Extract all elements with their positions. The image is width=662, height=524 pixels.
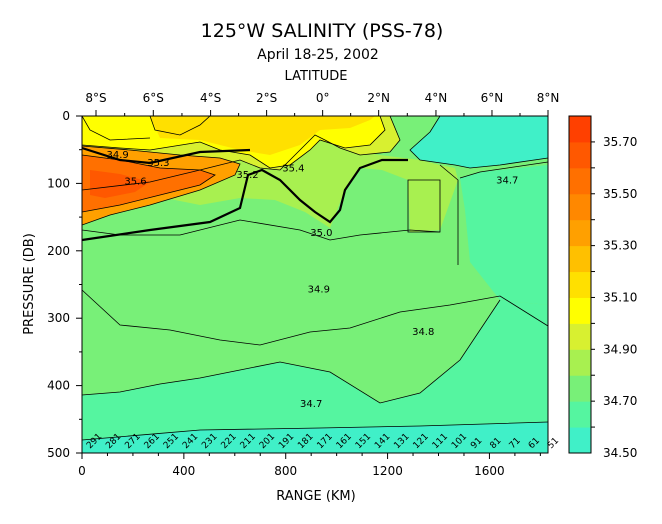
field-east-34-6 [460, 165, 548, 305]
field-max-35-7 [90, 170, 150, 198]
x-axis: 0 400 800 1200 1600 [78, 453, 541, 478]
contour-label-3: 35.6 [124, 177, 146, 188]
colorbar-swatch-0 [569, 427, 591, 454]
lat-tick-label-6: 4°N [425, 91, 448, 105]
colorbar-swatch-11 [569, 141, 591, 169]
chart-subtitle: April 18-25, 2002 [257, 47, 379, 63]
contour-35-0 [82, 158, 408, 242]
lat-tick-label-5: 2°N [367, 91, 390, 105]
contour-label-7: 34.9 [308, 285, 330, 296]
x-tick-label-0: 0 [78, 464, 86, 478]
contour-label-layer: 34.9 35.3 35.2 35.6 35.4 35.0 34.7 34.9 34.8 34.7 [107, 150, 519, 410]
lat-tick-label-1: 6°S [143, 91, 164, 105]
y-tick-label-3: 300 [47, 311, 70, 325]
colorbar-label-5: 34.70 [603, 394, 637, 408]
contour-label-6: 34.7 [496, 175, 518, 186]
contour-34-8 [82, 289, 548, 346]
y-tick-label-0: 0 [62, 109, 70, 123]
colorbar-swatch-10 [569, 167, 591, 195]
colorbar-swatch-6 [569, 271, 591, 298]
contour-35-0-upper [82, 146, 251, 165]
contour-34-5-ne [409, 116, 548, 169]
contour-34-6 [82, 421, 548, 441]
colorbar-swatch-8 [569, 219, 591, 247]
x-tick-label-3: 1200 [372, 464, 403, 478]
y-axis-title: PRESSURE (DB) [22, 233, 37, 335]
top-axis-title: LATITUDE [285, 69, 348, 84]
colorbar-swatch-4 [569, 323, 591, 350]
contour-upper-left [82, 116, 151, 141]
field-bottom-34-5 [82, 422, 548, 453]
colorbar-label-0: 35.70 [603, 135, 637, 149]
lat-tick-label-0: 8°S [85, 91, 106, 105]
y-tick-label-2: 200 [47, 244, 70, 258]
top-axis: 8°S 6°S 4°S 2°S 0° 2°N 4°N 6°N 8°N [85, 91, 559, 116]
colorbar: 35.70 35.50 35.30 35.10 34.90 34.70 34.50 [568, 115, 637, 460]
contour-label-5: 35.0 [310, 228, 332, 239]
contour-label-9: 34.7 [300, 399, 322, 410]
x-tick-label-4: 1600 [474, 464, 505, 478]
contour-35-1 [82, 116, 401, 191]
colorbar-swatch-7 [569, 245, 591, 273]
contour-inner-box [407, 179, 441, 233]
contour-35-6 [82, 154, 216, 213]
y-tick-label-1: 100 [47, 176, 70, 190]
contour-east-boundary [439, 164, 459, 265]
x-axis-title: RANGE (KM) [276, 489, 355, 504]
x-tick-label-2: 800 [274, 464, 297, 478]
contour-label-0: 34.9 [107, 150, 129, 161]
contour-label-4: 35.4 [282, 163, 304, 174]
colorbar-label-1: 35.50 [603, 187, 637, 201]
lat-tick-label-8: 8°N [537, 91, 560, 105]
contour-label-2: 35.2 [236, 170, 258, 181]
contour-label-1: 35.3 [147, 158, 169, 169]
field-ne-34-5 [410, 116, 548, 168]
x-tick-label-1: 400 [172, 464, 195, 478]
colorbar-label-6: 34.50 [603, 446, 637, 460]
field-surface-35-4 [82, 116, 375, 155]
contour-label-8: 34.8 [412, 327, 434, 338]
lat-tick-label-3: 2°S [256, 91, 277, 105]
contour-upper-mid [149, 116, 211, 136]
contour-34-7 [82, 299, 501, 404]
contour-lines [82, 116, 548, 441]
contour-35-5 [82, 145, 241, 226]
y-tick-label-4: 400 [47, 379, 70, 393]
colorbar-swatch-12 [569, 116, 591, 143]
colorbar-label-2: 35.30 [603, 239, 637, 253]
colorbar-swatch-2 [569, 375, 591, 402]
colorbar-frame [568, 115, 592, 454]
lat-tick-label-4: 0° [316, 91, 330, 105]
contour-34-9 [82, 219, 441, 241]
lat-tick-label-7: 6°N [481, 91, 504, 105]
plot-area [82, 116, 548, 453]
field-deep-34-6 [82, 300, 548, 453]
contour-34-6-east [459, 161, 548, 179]
contour-35-3 [82, 116, 386, 169]
lat-tick-label-2: 4°S [200, 91, 221, 105]
colorbar-swatch-1 [569, 401, 591, 428]
chart-title: 125°W SALINITY (PSS-78) [201, 20, 444, 42]
colorbar-swatch-3 [569, 349, 591, 376]
colorbar-label-4: 34.90 [603, 342, 637, 356]
colorbar-label-3: 35.10 [603, 290, 637, 304]
y-axis: 0 100 200 300 400 500 [47, 109, 82, 460]
colorbar-swatch-9 [569, 193, 591, 221]
colorbar-swatch-5 [569, 297, 591, 324]
y-tick-label-5: 500 [47, 446, 70, 460]
